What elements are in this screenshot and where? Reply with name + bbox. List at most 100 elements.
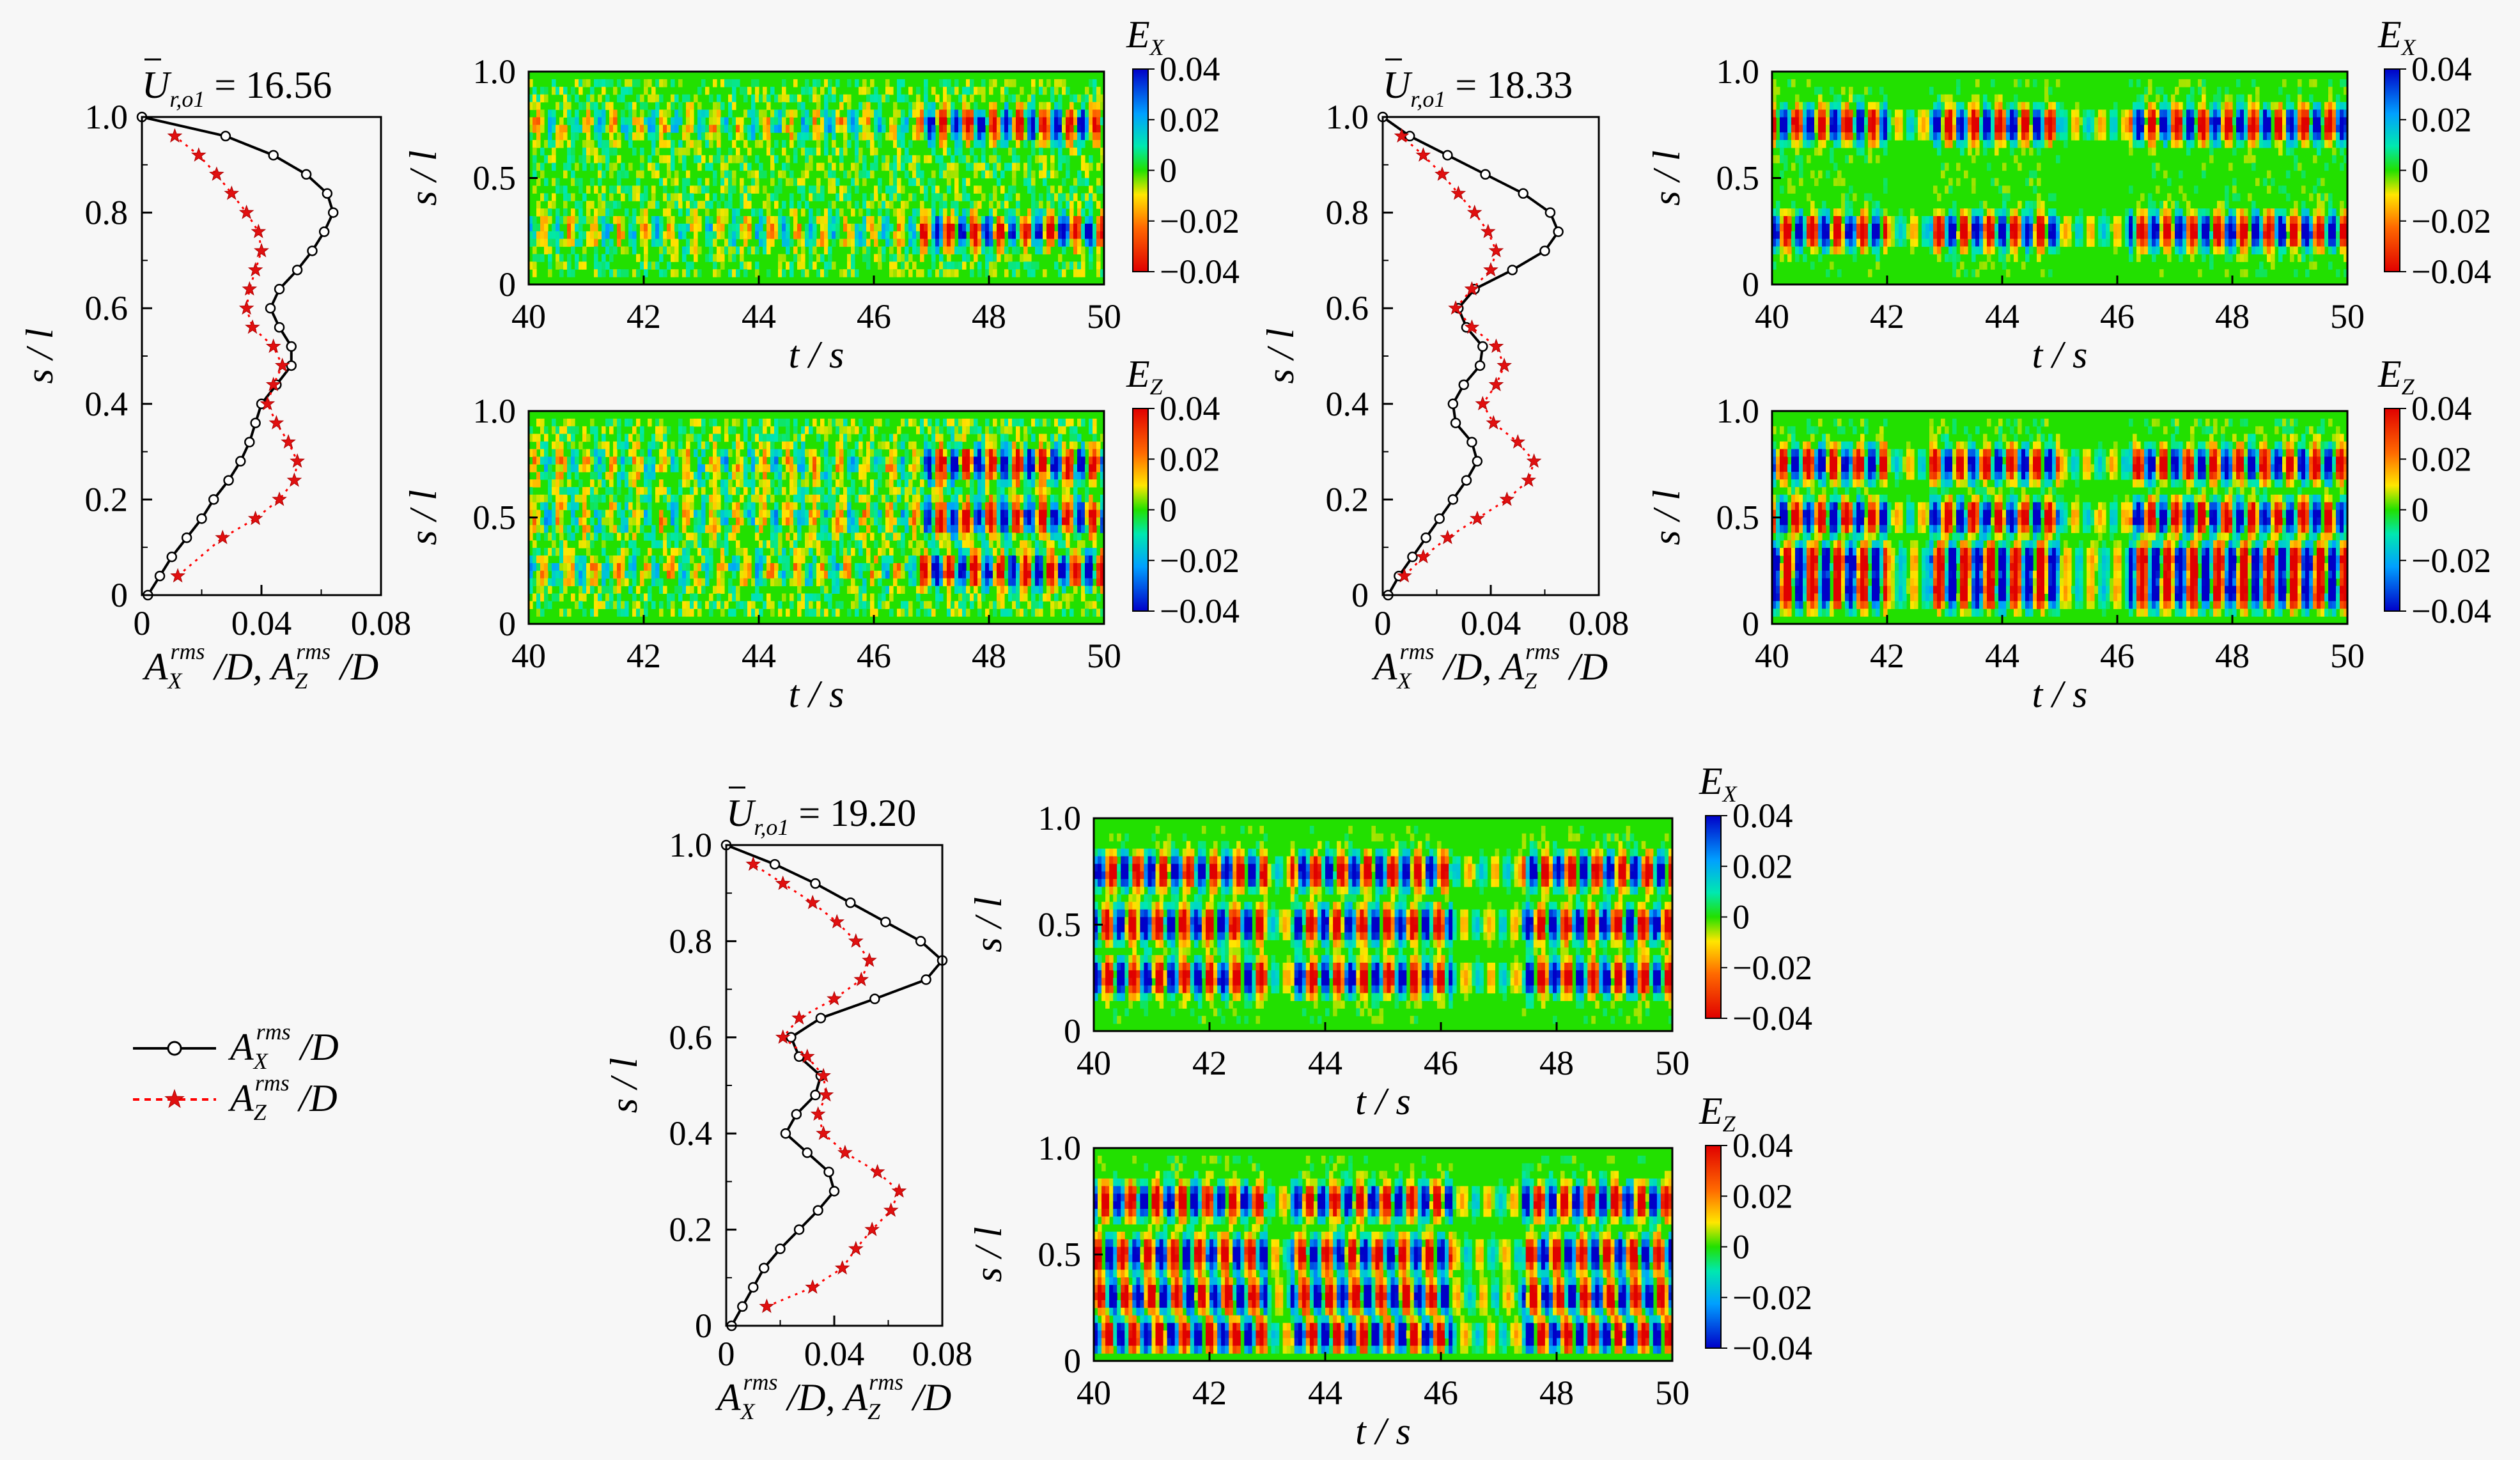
contour-cell xyxy=(1062,517,1066,525)
contour-cell xyxy=(536,109,541,118)
contour-cell xyxy=(1035,563,1039,571)
contour-cell xyxy=(828,570,832,579)
contour-cell xyxy=(924,525,928,533)
contour-cell xyxy=(682,586,687,594)
contour-cell xyxy=(935,601,940,609)
contour-cell xyxy=(935,185,940,194)
contour-cell xyxy=(1077,132,1082,141)
contour-cell xyxy=(628,79,633,88)
contour-cell xyxy=(1081,208,1085,217)
contour-cell xyxy=(993,472,997,480)
contour-cell xyxy=(801,456,805,465)
contour-cell xyxy=(648,509,652,518)
contour-cell xyxy=(870,433,875,442)
contour-cell xyxy=(897,132,901,141)
contour-cell xyxy=(855,525,859,533)
contour-cell xyxy=(628,193,633,201)
contour-cell xyxy=(590,517,595,525)
contour-cell xyxy=(851,178,855,186)
az-rms-point xyxy=(265,377,281,391)
contour-cell xyxy=(717,540,721,548)
contour-cell xyxy=(1004,479,1009,488)
contour-cell xyxy=(928,464,932,472)
contour-cell xyxy=(536,94,541,103)
contour-cell xyxy=(636,486,641,495)
contour-cell xyxy=(905,147,909,156)
contour-cell xyxy=(908,540,913,548)
contour-cell xyxy=(755,155,759,164)
contour-cell xyxy=(989,449,993,457)
contour-cell xyxy=(882,94,886,103)
contour-cell xyxy=(989,555,993,564)
contour-cell xyxy=(935,456,940,465)
contour-cell xyxy=(1062,464,1066,472)
contour-cell xyxy=(828,231,832,240)
contour-cell xyxy=(847,231,852,240)
contour-cell xyxy=(847,570,852,579)
contour-cell xyxy=(977,231,982,240)
contour-cell xyxy=(728,593,733,602)
contour-cell xyxy=(836,517,840,525)
contour-cell xyxy=(602,479,606,488)
contour-cell xyxy=(882,155,886,164)
contour-cell xyxy=(1039,231,1043,240)
contour-cell xyxy=(924,79,928,88)
contour-cell xyxy=(705,525,710,533)
contour-cell xyxy=(870,140,875,148)
contour-cell xyxy=(590,223,595,232)
contour-cell xyxy=(816,601,821,609)
contour-cell xyxy=(594,563,598,571)
contour-cell xyxy=(924,418,928,427)
contour-cell xyxy=(951,532,955,541)
contour-cell xyxy=(651,563,656,571)
contour-cell xyxy=(724,155,729,164)
contour-cell xyxy=(985,216,990,224)
contour-cell xyxy=(985,418,990,427)
contour-cell xyxy=(935,117,940,125)
contour-cell xyxy=(1085,94,1089,103)
contour-cell xyxy=(1012,170,1016,179)
contour-cell xyxy=(617,548,621,556)
contour-cell xyxy=(1008,532,1013,541)
contour-cell xyxy=(1096,246,1101,254)
contour-cell xyxy=(1004,509,1009,518)
contour-cell xyxy=(866,563,871,571)
contour-cell xyxy=(874,238,878,247)
contour-cell xyxy=(1039,223,1043,232)
contour-cell xyxy=(659,140,664,148)
contour-cell xyxy=(705,193,710,201)
contour-cell xyxy=(962,94,967,103)
contour-cell xyxy=(686,201,690,209)
contour-cell xyxy=(1050,479,1055,488)
contour-cell xyxy=(613,418,618,427)
contour-cell xyxy=(797,178,802,186)
contour-cell xyxy=(893,472,898,480)
contour-cell xyxy=(759,555,763,564)
contour-cell xyxy=(966,449,970,457)
contour-cell xyxy=(801,117,805,125)
contour-cell xyxy=(1035,140,1039,148)
contour-cell xyxy=(928,494,932,503)
contour-cell xyxy=(793,464,798,472)
contour-cell xyxy=(609,509,614,518)
contour-cell xyxy=(632,464,637,472)
contour-cell xyxy=(559,479,564,488)
contour-cell xyxy=(605,231,610,240)
contour-cell xyxy=(916,246,921,254)
contour-cell xyxy=(1081,102,1085,111)
contour-cell xyxy=(847,140,852,148)
contour-cell xyxy=(605,601,610,609)
contour-cell xyxy=(640,609,644,617)
contour-cell xyxy=(686,178,690,186)
contour-cell xyxy=(912,563,917,571)
contour-cell xyxy=(747,231,752,240)
contour-cell xyxy=(625,494,629,503)
contour-cell xyxy=(544,555,548,564)
contour-cell xyxy=(1058,472,1062,480)
contour-cell xyxy=(1046,231,1051,240)
contour-cell xyxy=(755,532,759,541)
contour-cell xyxy=(770,540,775,548)
contour-cell xyxy=(947,269,951,277)
contour-cell xyxy=(1093,79,1097,88)
contour-cell xyxy=(931,426,936,435)
